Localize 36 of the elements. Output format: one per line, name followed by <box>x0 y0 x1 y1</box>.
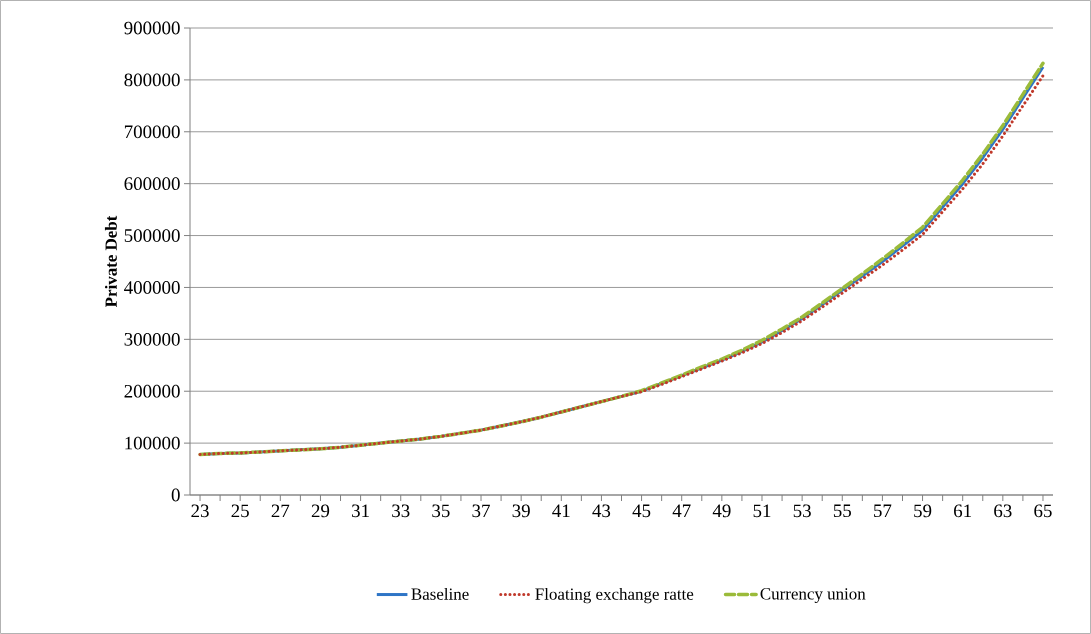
y-tick-label: 700000 <box>124 125 180 139</box>
x-tick-label: 29 <box>311 504 330 518</box>
y-tick-label: 300000 <box>124 332 180 346</box>
x-tick-label: 53 <box>793 504 811 518</box>
y-tick-label: 900000 <box>124 21 180 35</box>
x-tick-label: 55 <box>833 504 851 518</box>
legend-label: Floating exchange ratte <box>535 587 694 604</box>
x-tick-label: 59 <box>914 504 932 518</box>
x-tick-label: 27 <box>271 504 290 518</box>
y-tick-label: 600000 <box>124 177 180 191</box>
x-tick-label: 39 <box>512 504 530 518</box>
x-tick-label: 65 <box>1034 504 1052 518</box>
x-tick-label: 35 <box>432 504 450 518</box>
x-tick-label: 51 <box>753 504 771 518</box>
x-tick-label: 33 <box>392 504 410 518</box>
x-tick-label: 31 <box>352 504 369 518</box>
x-tick-label: 45 <box>632 504 651 518</box>
x-tick-label: 37 <box>472 504 490 518</box>
legend-label: Currency union <box>760 588 866 604</box>
y-tick-label: 800000 <box>124 73 180 87</box>
legend-label: Baseline <box>411 587 469 600</box>
y-axis-title: Private Debt <box>104 215 117 308</box>
x-tick-label: 47 <box>672 504 691 517</box>
x-tick-label: 57 <box>874 504 892 518</box>
x-tick-label: 25 <box>231 504 249 518</box>
y-tick-label: 400000 <box>124 281 180 294</box>
x-tick-label: 61 <box>954 504 972 518</box>
x-tick-label: 23 <box>191 504 209 518</box>
x-tick-label: 43 <box>592 504 611 518</box>
y-tick-label: 0 <box>171 488 180 502</box>
x-tick-label: 49 <box>712 504 731 518</box>
x-tick-label: 63 <box>994 504 1012 518</box>
x-tick-label: 41 <box>552 504 570 518</box>
y-tick-label: 100000 <box>125 436 180 450</box>
y-tick-label: 200000 <box>124 384 180 398</box>
y-tick-label: 500000 <box>124 229 180 242</box>
